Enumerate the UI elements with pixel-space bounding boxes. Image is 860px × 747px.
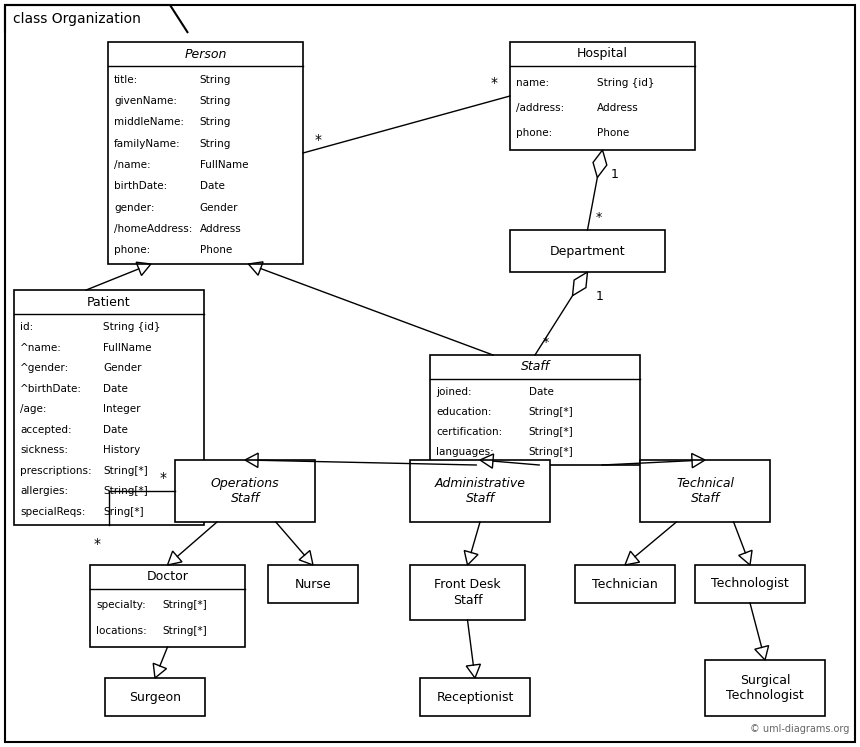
Text: sickness:: sickness: [20,445,68,455]
Text: Integer: Integer [103,404,141,415]
Bar [175,460,315,522]
Text: ^gender:: ^gender: [20,363,70,374]
Text: /homeAddress:: /homeAddress: [114,224,193,234]
Text: Technician: Technician [593,577,658,590]
Text: accepted:: accepted: [20,425,71,435]
Text: *: * [595,211,602,224]
Text: *: * [315,133,322,147]
Text: String {id}: String {id} [103,322,161,332]
Text: *: * [160,471,167,485]
Text: Gender: Gender [200,202,238,213]
Bar [420,678,530,716]
Text: Technologist: Technologist [711,577,789,590]
Bar [510,42,695,150]
Bar [268,565,358,603]
Text: phone:: phone: [114,245,150,255]
Text: Address: Address [200,224,242,234]
Text: String {id}: String {id} [597,78,654,87]
Text: Date: Date [529,387,554,397]
Text: Phone: Phone [597,128,630,138]
Text: String: String [200,96,231,106]
Bar [105,678,205,716]
Text: Gender: Gender [103,363,142,374]
Text: FullName: FullName [103,343,152,353]
Text: String: String [200,139,231,149]
Text: Staff: Staff [520,361,550,374]
Text: Nurse: Nurse [295,577,331,590]
Bar [430,355,640,465]
Text: History: History [103,445,140,455]
Text: String: String [200,75,231,85]
Text: Person: Person [184,48,227,61]
Bar [705,660,825,716]
Text: Department: Department [550,244,625,258]
Text: Date: Date [103,425,128,435]
Text: Receptionist: Receptionist [436,690,513,704]
Text: name:: name: [516,78,550,87]
Text: String[*]: String[*] [103,465,148,476]
Text: Administrative
Staff: Administrative Staff [434,477,525,505]
Text: /age:: /age: [20,404,46,415]
Text: Surgeon: Surgeon [129,690,181,704]
Text: phone:: phone: [516,128,552,138]
Text: middleName:: middleName: [114,117,184,128]
Text: 1: 1 [595,290,604,303]
Text: String[*]: String[*] [529,447,574,457]
Bar [640,460,770,522]
Bar [695,565,805,603]
Text: education:: education: [436,407,492,417]
Text: FullName: FullName [200,160,249,170]
Bar [510,230,665,272]
Text: languages:: languages: [436,447,494,457]
Text: ^birthDate:: ^birthDate: [20,384,82,394]
Text: String[*]: String[*] [103,486,148,496]
Text: locations:: locations: [96,625,147,636]
Text: Technical
Staff: Technical Staff [676,477,734,505]
Text: Address: Address [597,103,639,113]
Text: Sring[*]: Sring[*] [103,506,144,517]
Text: 1: 1 [611,168,618,181]
Text: certification:: certification: [436,427,502,437]
Text: Doctor: Doctor [146,571,188,583]
Text: Phone: Phone [200,245,232,255]
Text: title:: title: [114,75,138,85]
Text: Front Desk
Staff: Front Desk Staff [434,578,501,607]
Text: Surgical
Technologist: Surgical Technologist [726,674,804,702]
Text: String[*]: String[*] [163,601,207,610]
Text: specialReqs:: specialReqs: [20,506,85,517]
Text: specialty:: specialty: [96,601,145,610]
Text: Operations
Staff: Operations Staff [211,477,280,505]
Text: prescriptions:: prescriptions: [20,465,92,476]
Text: Hospital: Hospital [577,48,628,61]
Text: String[*]: String[*] [529,407,574,417]
Text: joined:: joined: [436,387,471,397]
Text: Date: Date [200,182,224,191]
Bar [108,42,303,264]
Text: Date: Date [103,384,128,394]
Text: *: * [491,76,498,90]
Bar [575,565,675,603]
Text: class Organization: class Organization [13,12,141,26]
Text: /name:: /name: [114,160,150,170]
Text: id:: id: [20,322,34,332]
Text: String: String [200,117,231,128]
Bar [14,290,204,525]
Text: /address:: /address: [516,103,564,113]
Text: *: * [543,336,550,349]
Text: familyName:: familyName: [114,139,181,149]
Text: © uml-diagrams.org: © uml-diagrams.org [750,724,850,734]
Bar [410,460,550,522]
Text: givenName:: givenName: [114,96,177,106]
Text: String[*]: String[*] [163,625,207,636]
Bar [410,565,525,620]
Text: gender:: gender: [114,202,155,213]
Bar [90,565,245,647]
Text: String[*]: String[*] [529,427,574,437]
Text: ^name:: ^name: [20,343,62,353]
Text: Patient: Patient [87,296,131,309]
Text: *: * [94,537,101,551]
Text: allergies:: allergies: [20,486,68,496]
Text: birthDate:: birthDate: [114,182,167,191]
